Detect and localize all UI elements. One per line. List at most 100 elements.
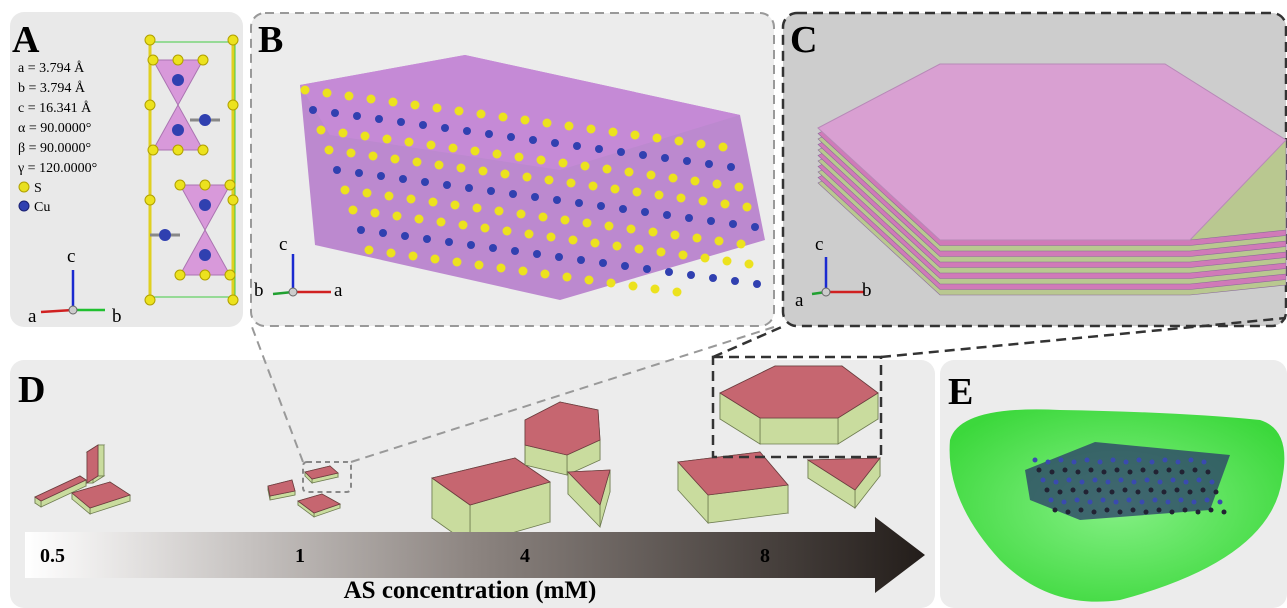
- cu-atom: [709, 274, 717, 282]
- s-atom: [515, 153, 524, 162]
- cu-atom: [511, 247, 519, 255]
- cu-atom: [595, 145, 603, 153]
- s-atom: [175, 180, 185, 190]
- axis-label: b: [862, 280, 872, 301]
- atom: [1054, 480, 1059, 485]
- parameter: a = 3.794 Å: [18, 60, 85, 76]
- cu-atom: [375, 115, 383, 123]
- s-atom: [561, 216, 570, 225]
- cu-atom: [531, 193, 539, 201]
- s-atom: [173, 55, 183, 65]
- atom: [1140, 500, 1145, 505]
- s-atom: [407, 195, 416, 204]
- s-atom: [145, 195, 155, 205]
- s-atom: [409, 252, 418, 261]
- crystal-side: [760, 418, 838, 444]
- panel-label: C: [790, 19, 817, 61]
- atom: [1111, 458, 1116, 463]
- atom: [1144, 510, 1149, 515]
- s-atom: [225, 180, 235, 190]
- cu-atom: [419, 121, 427, 129]
- s-atom: [367, 95, 376, 104]
- axis-label: c: [67, 246, 75, 267]
- atom: [1097, 488, 1102, 493]
- s-atom: [473, 204, 482, 213]
- concentration-label: 4: [520, 545, 530, 567]
- s-atom: [323, 89, 332, 98]
- concentration-label: 8: [760, 545, 770, 567]
- s-atom: [148, 55, 158, 65]
- s-atom: [519, 267, 528, 276]
- s-atom: [603, 165, 612, 174]
- s-atom: [541, 270, 550, 279]
- s-atom: [449, 144, 458, 153]
- atom: [1059, 458, 1064, 463]
- cu-atom: [423, 235, 431, 243]
- s-atom: [657, 248, 666, 257]
- s-atom: [655, 191, 664, 200]
- s-atom: [699, 197, 708, 206]
- atom: [1192, 500, 1197, 505]
- s-atom: [723, 257, 732, 266]
- s-atom: [451, 201, 460, 210]
- s-atom: [301, 86, 310, 95]
- figure: A a = 3.794 Å b = 3.794 Å c = 16.341 Å α…: [0, 0, 1287, 608]
- cu-atom: [172, 124, 184, 136]
- atom: [1105, 508, 1110, 513]
- atom: [1115, 468, 1120, 473]
- cu-atom: [421, 178, 429, 186]
- s-atom: [583, 219, 592, 228]
- s-atom: [361, 132, 370, 141]
- concentration-label: 0.5: [40, 545, 65, 567]
- s-atom: [715, 237, 724, 246]
- atom: [1210, 480, 1215, 485]
- parameter: β = 90.0000°: [18, 141, 91, 156]
- cu-atom: [199, 249, 211, 261]
- parameter: c = 16.341 Å: [18, 100, 92, 116]
- atom: [1050, 470, 1055, 475]
- parameter: b = 3.794 Å: [18, 80, 86, 96]
- cu-atom: [685, 214, 693, 222]
- atom: [1066, 510, 1071, 515]
- cu-atom: [529, 136, 537, 144]
- atom: [1102, 470, 1107, 475]
- axis-label: c: [279, 234, 287, 255]
- s-atom: [543, 119, 552, 128]
- cu-atom: [159, 229, 171, 241]
- atom: [1049, 498, 1054, 503]
- body: A a = 3.794 Å b = 3.794 Å c = 16.341 Å α…: [0, 0, 1287, 608]
- cu-atom: [199, 199, 211, 211]
- s-atom: [371, 209, 380, 218]
- s-atom: [737, 240, 746, 249]
- cu-atom: [445, 238, 453, 246]
- s-atom: [145, 100, 155, 110]
- atom: [1092, 510, 1097, 515]
- s-atom: [198, 55, 208, 65]
- s-atom: [198, 145, 208, 155]
- cu-atom: [463, 127, 471, 135]
- s-atom: [581, 162, 590, 171]
- atom: [1062, 500, 1067, 505]
- s-atom: [228, 195, 238, 205]
- atom: [1136, 490, 1141, 495]
- atom: [1123, 488, 1128, 493]
- atom: [1037, 468, 1042, 473]
- cu-atom: [553, 196, 561, 204]
- s-atom: [635, 245, 644, 254]
- crystal-top: [87, 445, 98, 483]
- s-atom: [495, 207, 504, 216]
- atom: [1075, 498, 1080, 503]
- s-atom: [653, 134, 662, 143]
- s-atom: [427, 141, 436, 150]
- panel-label: A: [12, 19, 40, 61]
- s-atom: [431, 255, 440, 264]
- s-atom: [679, 251, 688, 260]
- s-atom: [413, 158, 422, 167]
- atom: [1141, 468, 1146, 473]
- axis-title: AS concentration (mM): [344, 577, 597, 604]
- atom: [1131, 508, 1136, 513]
- s-atom: [385, 192, 394, 201]
- cu-atom: [331, 109, 339, 117]
- s-atom: [651, 285, 660, 294]
- cu-atom: [661, 154, 669, 162]
